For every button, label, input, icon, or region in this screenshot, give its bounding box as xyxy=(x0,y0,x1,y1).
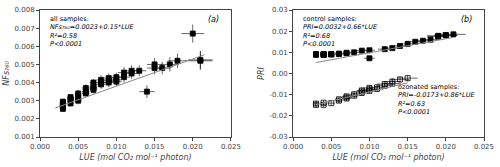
svg-text:0.004: 0.004 xyxy=(15,79,36,87)
svg-text:NFs₇₆₀: NFs₇₆₀ xyxy=(2,61,11,86)
svg-text:0.006: 0.006 xyxy=(15,43,36,51)
svg-text:0.000: 0.000 xyxy=(30,143,50,151)
svg-text:PRI: PRI xyxy=(257,66,266,79)
svg-text:0.03: 0.03 xyxy=(272,6,288,14)
svg-text:0.015: 0.015 xyxy=(145,143,165,151)
svg-text:-0.01: -0.01 xyxy=(270,91,288,99)
svg-text:0.01: 0.01 xyxy=(272,49,288,57)
svg-text:0.020: 0.020 xyxy=(183,143,203,151)
svg-text:0.002: 0.002 xyxy=(15,115,35,123)
svg-text:0.00: 0.00 xyxy=(272,70,288,78)
svg-text:ozonated samples:PRI=-0.0173+0: ozonated samples:PRI=-0.0173+0.86*LUER²=… xyxy=(398,83,475,116)
svg-text:0.000: 0.000 xyxy=(283,143,303,151)
svg-text:0.005: 0.005 xyxy=(15,61,35,69)
svg-text:0.003: 0.003 xyxy=(15,97,35,105)
svg-text:-0.03: -0.03 xyxy=(270,133,288,141)
svg-text:0.010: 0.010 xyxy=(106,143,126,151)
svg-text:-0.02: -0.02 xyxy=(270,112,288,120)
svg-text:0.005: 0.005 xyxy=(68,143,88,151)
svg-text:0.001: 0.001 xyxy=(15,133,35,141)
svg-text:0.007: 0.007 xyxy=(15,25,35,33)
svg-text:0.02: 0.02 xyxy=(272,28,288,36)
svg-text:0.020: 0.020 xyxy=(436,143,456,151)
svg-text:0.008: 0.008 xyxy=(15,6,35,14)
svg-text:0.025: 0.025 xyxy=(474,143,494,151)
svg-text:0.010: 0.010 xyxy=(359,143,379,151)
svg-text:(b): (b) xyxy=(461,15,472,24)
svg-text:0.025: 0.025 xyxy=(221,143,241,151)
svg-text:all samples:NFs₇₆₀=0.0023+0.15: all samples:NFs₇₆₀=0.0023+0.15*LUER²=0.5… xyxy=(50,15,135,48)
svg-text:LUE (mol CO₂ mol⁻¹ photon): LUE (mol CO₂ mol⁻¹ photon) xyxy=(332,153,444,162)
svg-text:0.005: 0.005 xyxy=(321,143,341,151)
svg-text:(a): (a) xyxy=(208,15,219,24)
svg-text:0.015: 0.015 xyxy=(398,143,418,151)
svg-text:control samples:PRI=0.0032+0.6: control samples:PRI=0.0032+0.66*LUER²=0.… xyxy=(303,15,378,48)
svg-text:LUE (mol CO₂ mol⁻¹ photon): LUE (mol CO₂ mol⁻¹ photon) xyxy=(79,153,191,162)
